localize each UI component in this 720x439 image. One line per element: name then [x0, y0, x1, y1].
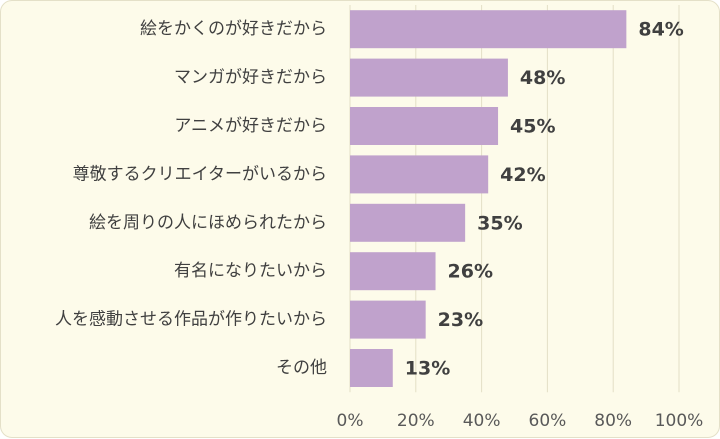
value-label: 45%	[510, 116, 555, 138]
bar	[350, 10, 627, 49]
bar	[350, 252, 436, 291]
bars	[350, 10, 627, 387]
x-tick-label: 80%	[594, 411, 632, 431]
value-label: 35%	[477, 212, 522, 234]
x-tick-label: 40%	[463, 411, 501, 431]
x-axis-ticks: 0% 20% 40% 60% 80% 100%	[337, 411, 704, 431]
value-label: 23%	[438, 309, 483, 331]
bar	[350, 58, 508, 97]
value-label: 26%	[448, 261, 493, 283]
value-labels: 84% 48% 45% 42% 35% 26% 23% 13%	[405, 19, 684, 380]
category-label: 絵を周りの人にほめられたから	[89, 213, 327, 233]
x-tick-label: 100%	[655, 411, 704, 431]
value-label: 84%	[638, 19, 683, 41]
category-label: マンガが好きだから	[174, 68, 327, 88]
category-label: その他	[276, 358, 327, 378]
category-label: 有名になりたいから	[174, 261, 327, 281]
bar	[350, 107, 499, 145]
x-tick-label: 0%	[337, 411, 364, 431]
category-labels: 絵をかくのが好きだからマンガが好きだからアニメが好きだから尊敬するクリエイターが…	[55, 19, 327, 378]
bar	[350, 349, 393, 387]
category-label: 人を感動させる作品が作りたいから	[55, 310, 327, 330]
category-label: アニメが好きだから	[174, 116, 327, 136]
bar	[350, 203, 466, 242]
value-label: 13%	[405, 358, 450, 380]
x-tick-label: 60%	[529, 411, 567, 431]
bar	[350, 300, 426, 339]
bar	[350, 155, 489, 194]
value-label: 48%	[520, 67, 565, 89]
x-tick-label: 20%	[397, 411, 435, 431]
category-label: 絵をかくのが好きだから	[140, 19, 327, 39]
category-label: 尊敬するクリエイターがいるから	[73, 164, 327, 184]
value-label: 42%	[500, 164, 545, 186]
